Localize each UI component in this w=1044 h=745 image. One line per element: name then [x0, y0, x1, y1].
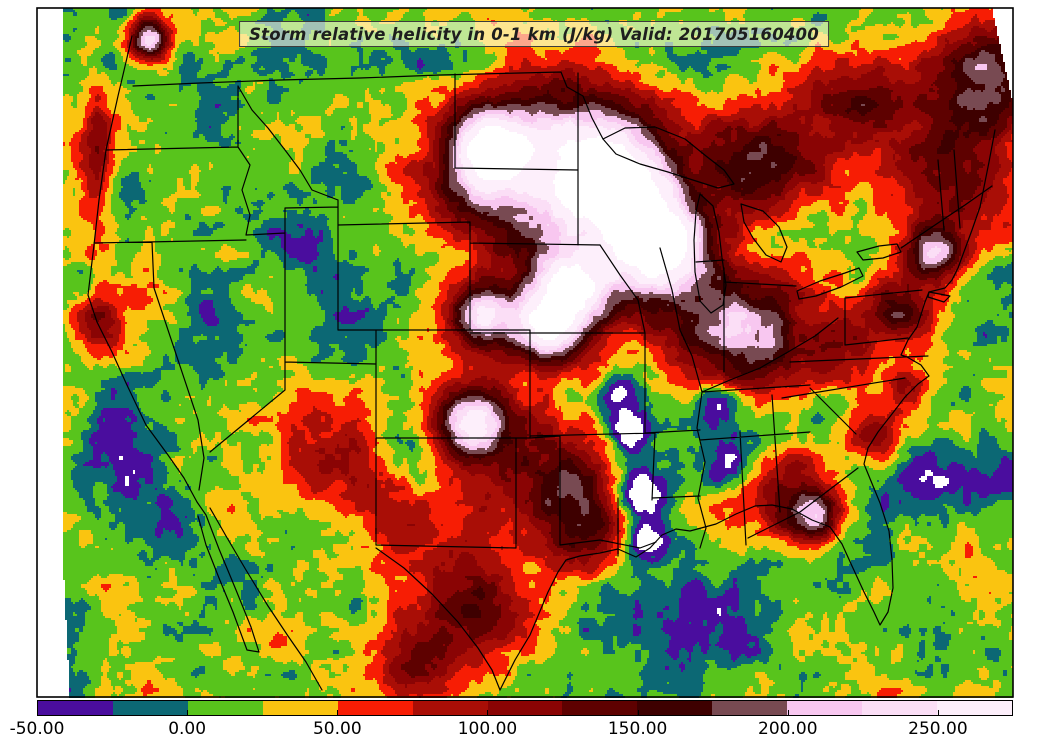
map-title: Storm relative helicity in 0-1 km (J/kg)… — [239, 21, 829, 47]
colorbar-segment — [937, 701, 1012, 715]
colorbar-segment — [487, 701, 563, 715]
colorbar-tick-mark — [187, 710, 189, 715]
colorbar-segment — [262, 701, 338, 715]
colorbar-segment — [862, 701, 938, 715]
colorbar — [37, 700, 1013, 716]
colorbar-segment — [112, 701, 188, 715]
colorbar-tick-label: 50.00 — [312, 719, 362, 739]
colorbar-segment — [787, 701, 863, 715]
colorbar-tick-label: -50.00 — [9, 719, 65, 739]
colorbar-segment — [712, 701, 788, 715]
colorbar-tick-label: 200.00 — [758, 719, 818, 739]
colorbar-tick-mark — [487, 710, 489, 715]
colorbar-segment — [187, 701, 263, 715]
colorbar-tick-mark — [637, 710, 639, 715]
colorbar-tick-label: 0.00 — [168, 719, 207, 739]
colorbar-segment — [637, 701, 713, 715]
helicity-field-canvas — [37, 8, 1013, 698]
map-title-text: Storm relative helicity in 0-1 km (J/kg)… — [249, 24, 819, 44]
colorbar-segment — [412, 701, 488, 715]
colorbar-tick-label: 250.00 — [908, 719, 968, 739]
colorbar-segment — [562, 701, 638, 715]
colorbar-tick-mark — [787, 710, 789, 715]
colorbar-tick-label: 100.00 — [457, 719, 518, 739]
colorbar-segment — [38, 701, 113, 715]
colorbar-tick-mark — [337, 710, 339, 715]
colorbar-tick-mark — [937, 710, 939, 715]
colorbar-tick-label: 150.00 — [607, 719, 668, 739]
colorbar-tick-mark — [37, 710, 38, 715]
colorbar-segment — [337, 701, 413, 715]
